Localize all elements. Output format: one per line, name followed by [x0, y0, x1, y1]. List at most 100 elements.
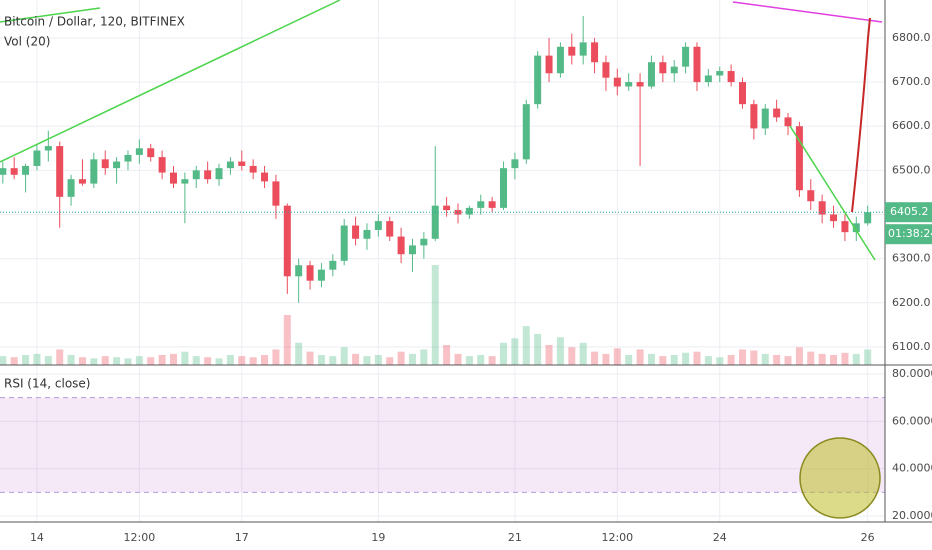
y-tick-label: 6300.0: [892, 252, 931, 265]
candle-body: [625, 82, 633, 87]
candle-body: [340, 225, 348, 261]
rsi-title: RSI (14, close): [4, 377, 90, 391]
y-tick-label: 40.0000: [892, 462, 932, 475]
candle-body: [90, 159, 98, 184]
volume-bar: [852, 353, 860, 365]
candle-body: [522, 104, 530, 160]
trend-line: [0, 7, 101, 23]
volume-bar: [761, 353, 769, 365]
candle-body: [329, 260, 337, 270]
volume-bar: [272, 349, 280, 365]
candle-body: [101, 159, 109, 169]
candle-body: [852, 223, 860, 233]
volume-bar: [682, 352, 690, 365]
volume-bar: [420, 349, 428, 365]
candle-body: [488, 201, 496, 208]
volume-bar: [443, 345, 451, 365]
volume-bar: [864, 349, 872, 365]
x-tick-label: 14: [30, 531, 44, 544]
volume-bar: [181, 351, 189, 365]
volume-bar: [431, 265, 439, 365]
volume-bar: [124, 358, 132, 365]
candle-body: [283, 205, 291, 277]
volume-bar: [454, 353, 462, 365]
volume-bar: [44, 356, 52, 365]
candle-body: [761, 108, 769, 129]
volume-bar: [613, 348, 621, 365]
candle-body: [500, 168, 508, 208]
candle-body: [181, 179, 189, 184]
candle-body: [249, 165, 257, 173]
candle-body: [420, 238, 428, 246]
candle-body: [591, 42, 599, 63]
candle-body: [78, 179, 86, 184]
x-tick-label: 12:00: [124, 531, 156, 544]
volume-bar: [113, 357, 121, 365]
volume-bar: [773, 355, 781, 365]
candle-body: [613, 77, 621, 87]
volume-bar: [807, 351, 815, 365]
y-tick-label: 6700.0: [892, 75, 931, 88]
trend-line: [0, 0, 341, 163]
trend-line: [789, 125, 876, 261]
volume-bar: [317, 355, 325, 365]
x-tick-label: 26: [861, 531, 875, 544]
x-tick-label: 19: [371, 531, 385, 544]
candle-body: [408, 245, 416, 255]
volume-title: Vol (20): [4, 35, 50, 49]
volume-bar: [329, 356, 337, 365]
candle-body: [534, 55, 542, 105]
projection-line: [851, 17, 871, 213]
volume-bar: [591, 351, 599, 365]
volume-bar: [215, 358, 223, 365]
volume-bar: [522, 326, 530, 365]
volume-bar: [408, 353, 416, 365]
volume-bar: [135, 356, 143, 365]
countdown-box: [885, 224, 932, 245]
x-tick-label: 21: [508, 531, 522, 544]
candle-body: [352, 225, 360, 239]
volume-bar: [192, 356, 200, 365]
candle-body: [682, 46, 690, 67]
plot-layer: [0, 0, 885, 522]
candle-body: [306, 265, 314, 281]
candle-body: [261, 172, 269, 182]
volume-bar: [647, 353, 655, 365]
candle-body: [56, 146, 64, 197]
volume-bar: [670, 355, 678, 365]
candle-body: [374, 221, 382, 230]
candle-body: [113, 161, 121, 169]
volume-bar: [56, 349, 64, 365]
volume-bar: [704, 356, 712, 365]
y-tick-label: 60.0000: [892, 414, 932, 427]
candle-body: [272, 181, 280, 206]
volume-bar: [568, 347, 576, 365]
volume-bar: [238, 356, 246, 365]
volume-bar: [204, 357, 212, 365]
x-tick-label: 17: [235, 531, 249, 544]
volume-bar: [830, 355, 838, 365]
last-price-box: [885, 202, 932, 223]
candle-body: [204, 170, 212, 180]
candle-body: [704, 75, 712, 83]
candle-body: [579, 42, 587, 56]
candle-body: [363, 229, 371, 239]
candle-body: [647, 62, 655, 87]
volume-bar: [841, 352, 849, 365]
candle-body: [443, 205, 451, 211]
candle-body: [397, 236, 405, 255]
chart-title: Bitcoin / Dollar, 120, BITFINEX: [4, 15, 185, 29]
candle-body: [295, 265, 303, 277]
volume-bar: [511, 338, 519, 365]
candle-body: [386, 221, 394, 237]
candle-body: [750, 104, 758, 129]
candle-body: [238, 161, 246, 166]
volume-bar: [659, 356, 667, 365]
volume-bar: [477, 355, 485, 365]
volume-bar: [556, 337, 564, 365]
candle-body: [147, 148, 155, 158]
candle-body: [215, 168, 223, 180]
volume-bar: [170, 353, 177, 365]
overlay-layer: 6100.06200.06300.06400.06500.06600.06700…: [30, 31, 932, 544]
